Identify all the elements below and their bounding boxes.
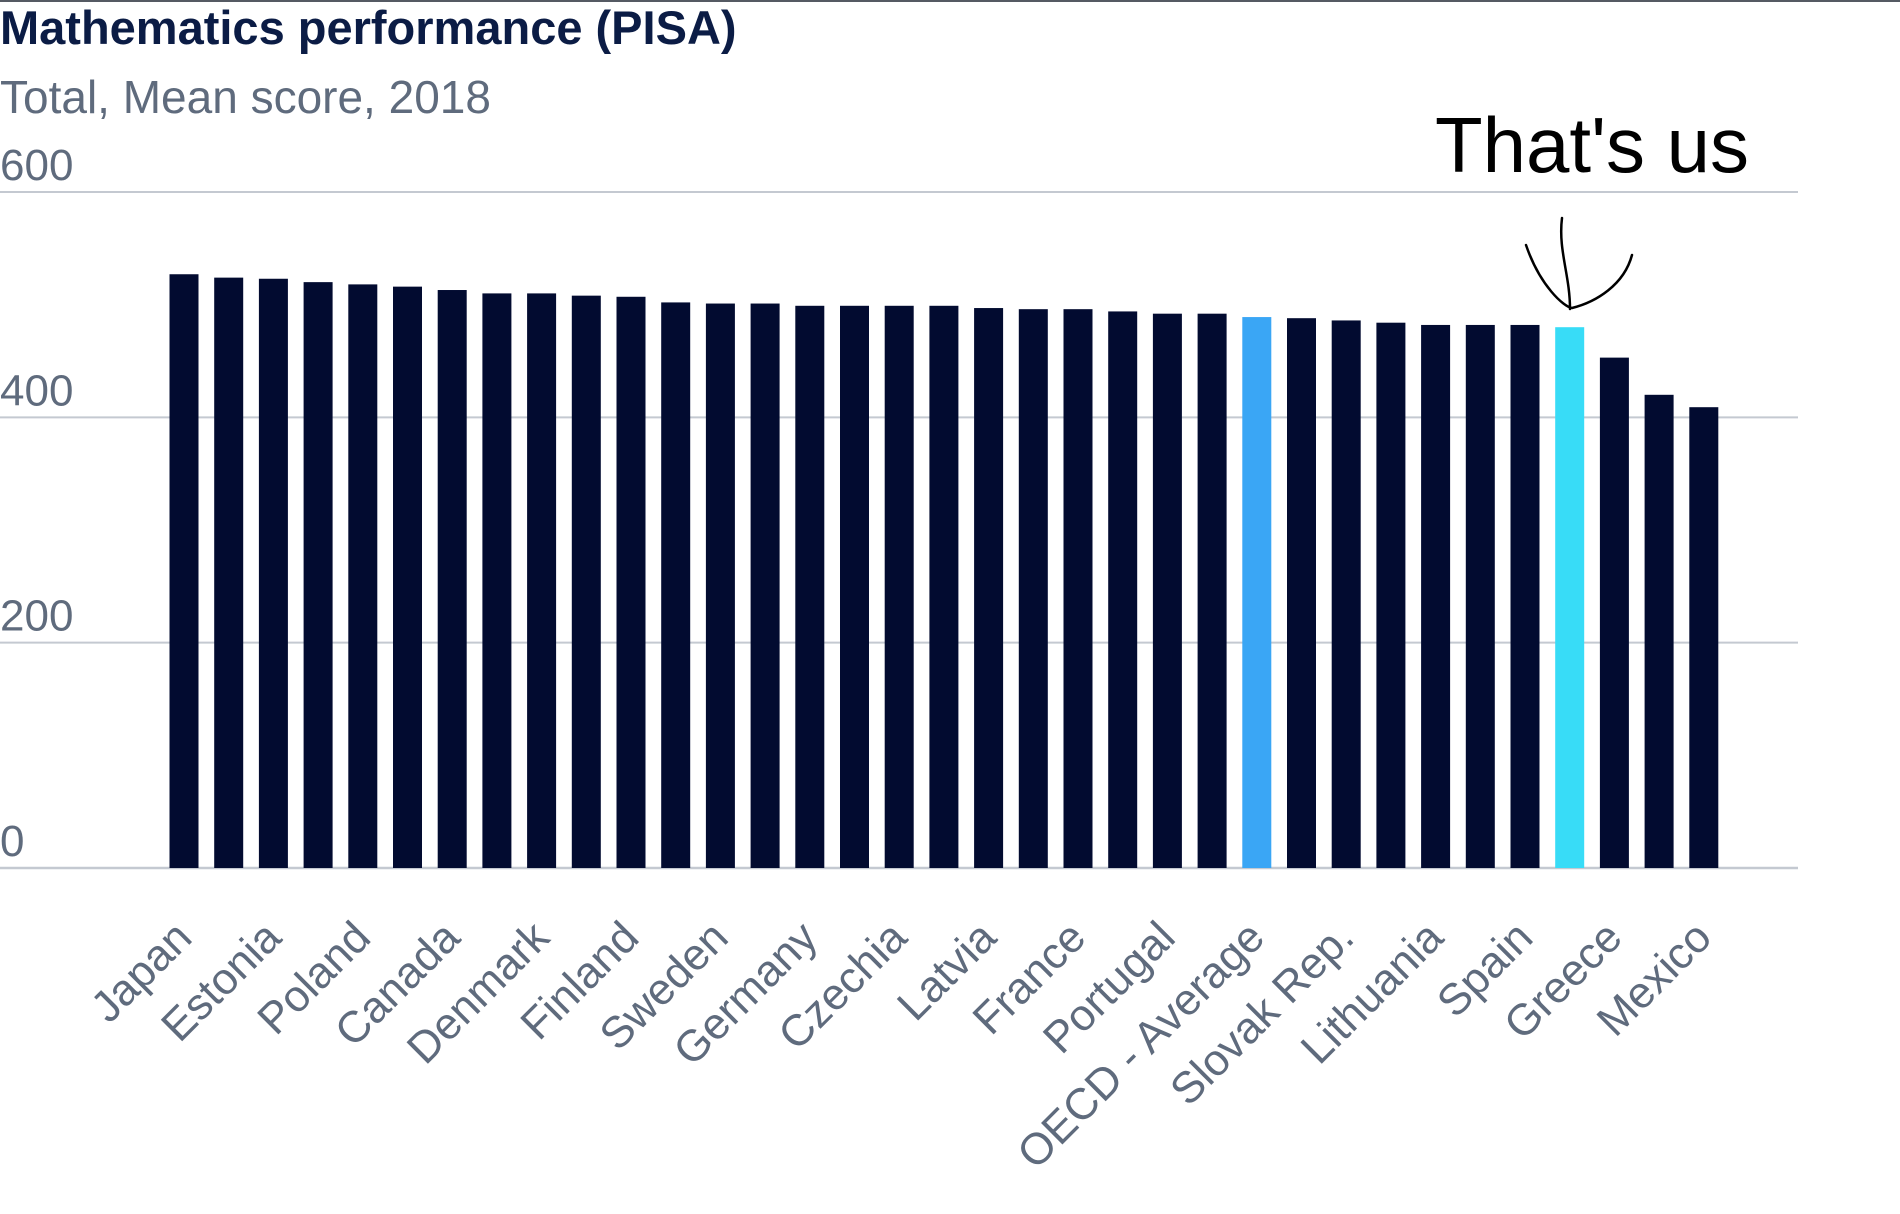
annotation: That's us [1435, 101, 1749, 311]
chart-title: Mathematics performance (PISA) [0, 1, 737, 54]
bar [1018, 309, 1048, 868]
bar [303, 282, 333, 869]
bar [840, 305, 869, 868]
bar [1599, 357, 1629, 868]
bar [1063, 309, 1093, 868]
top-border [0, 0, 1900, 2]
y-tick-label: 400 [0, 366, 73, 415]
y-tick-label: 0 [0, 817, 24, 866]
bar [1197, 313, 1227, 868]
bar [1689, 407, 1719, 868]
bar [258, 278, 288, 869]
bar [169, 274, 199, 868]
bar [929, 305, 959, 868]
y-tick-label: 600 [0, 141, 73, 190]
bar [1644, 394, 1674, 868]
bar [437, 290, 467, 868]
annotation-arrow [1524, 216, 1634, 311]
bar [348, 284, 378, 868]
bar [1108, 311, 1138, 869]
annotation-text: That's us [1435, 101, 1749, 189]
bar [527, 293, 557, 868]
bar [214, 277, 244, 868]
bar [705, 303, 735, 868]
bar [393, 286, 422, 868]
bar [750, 303, 780, 868]
bars [169, 274, 1719, 869]
bar [482, 293, 512, 868]
category-labels: JapanEstoniaPolandCanadaDenmarkFinlandSw… [82, 912, 1721, 1178]
y-tick-label: 200 [0, 592, 73, 641]
bar [1242, 317, 1272, 868]
bar [884, 305, 914, 868]
bar [974, 308, 1004, 869]
bar [571, 295, 601, 868]
bar [1465, 324, 1495, 868]
bar [1331, 320, 1361, 868]
bar [1555, 327, 1585, 868]
bar [661, 302, 691, 868]
bar [616, 296, 646, 868]
bar [1152, 313, 1182, 868]
bar [1421, 324, 1451, 868]
chart-subtitle: Total, Mean score, 2018 [0, 71, 491, 123]
bar [795, 305, 825, 868]
bar [1510, 324, 1540, 868]
bar [1376, 322, 1406, 868]
bar [1287, 318, 1316, 869]
